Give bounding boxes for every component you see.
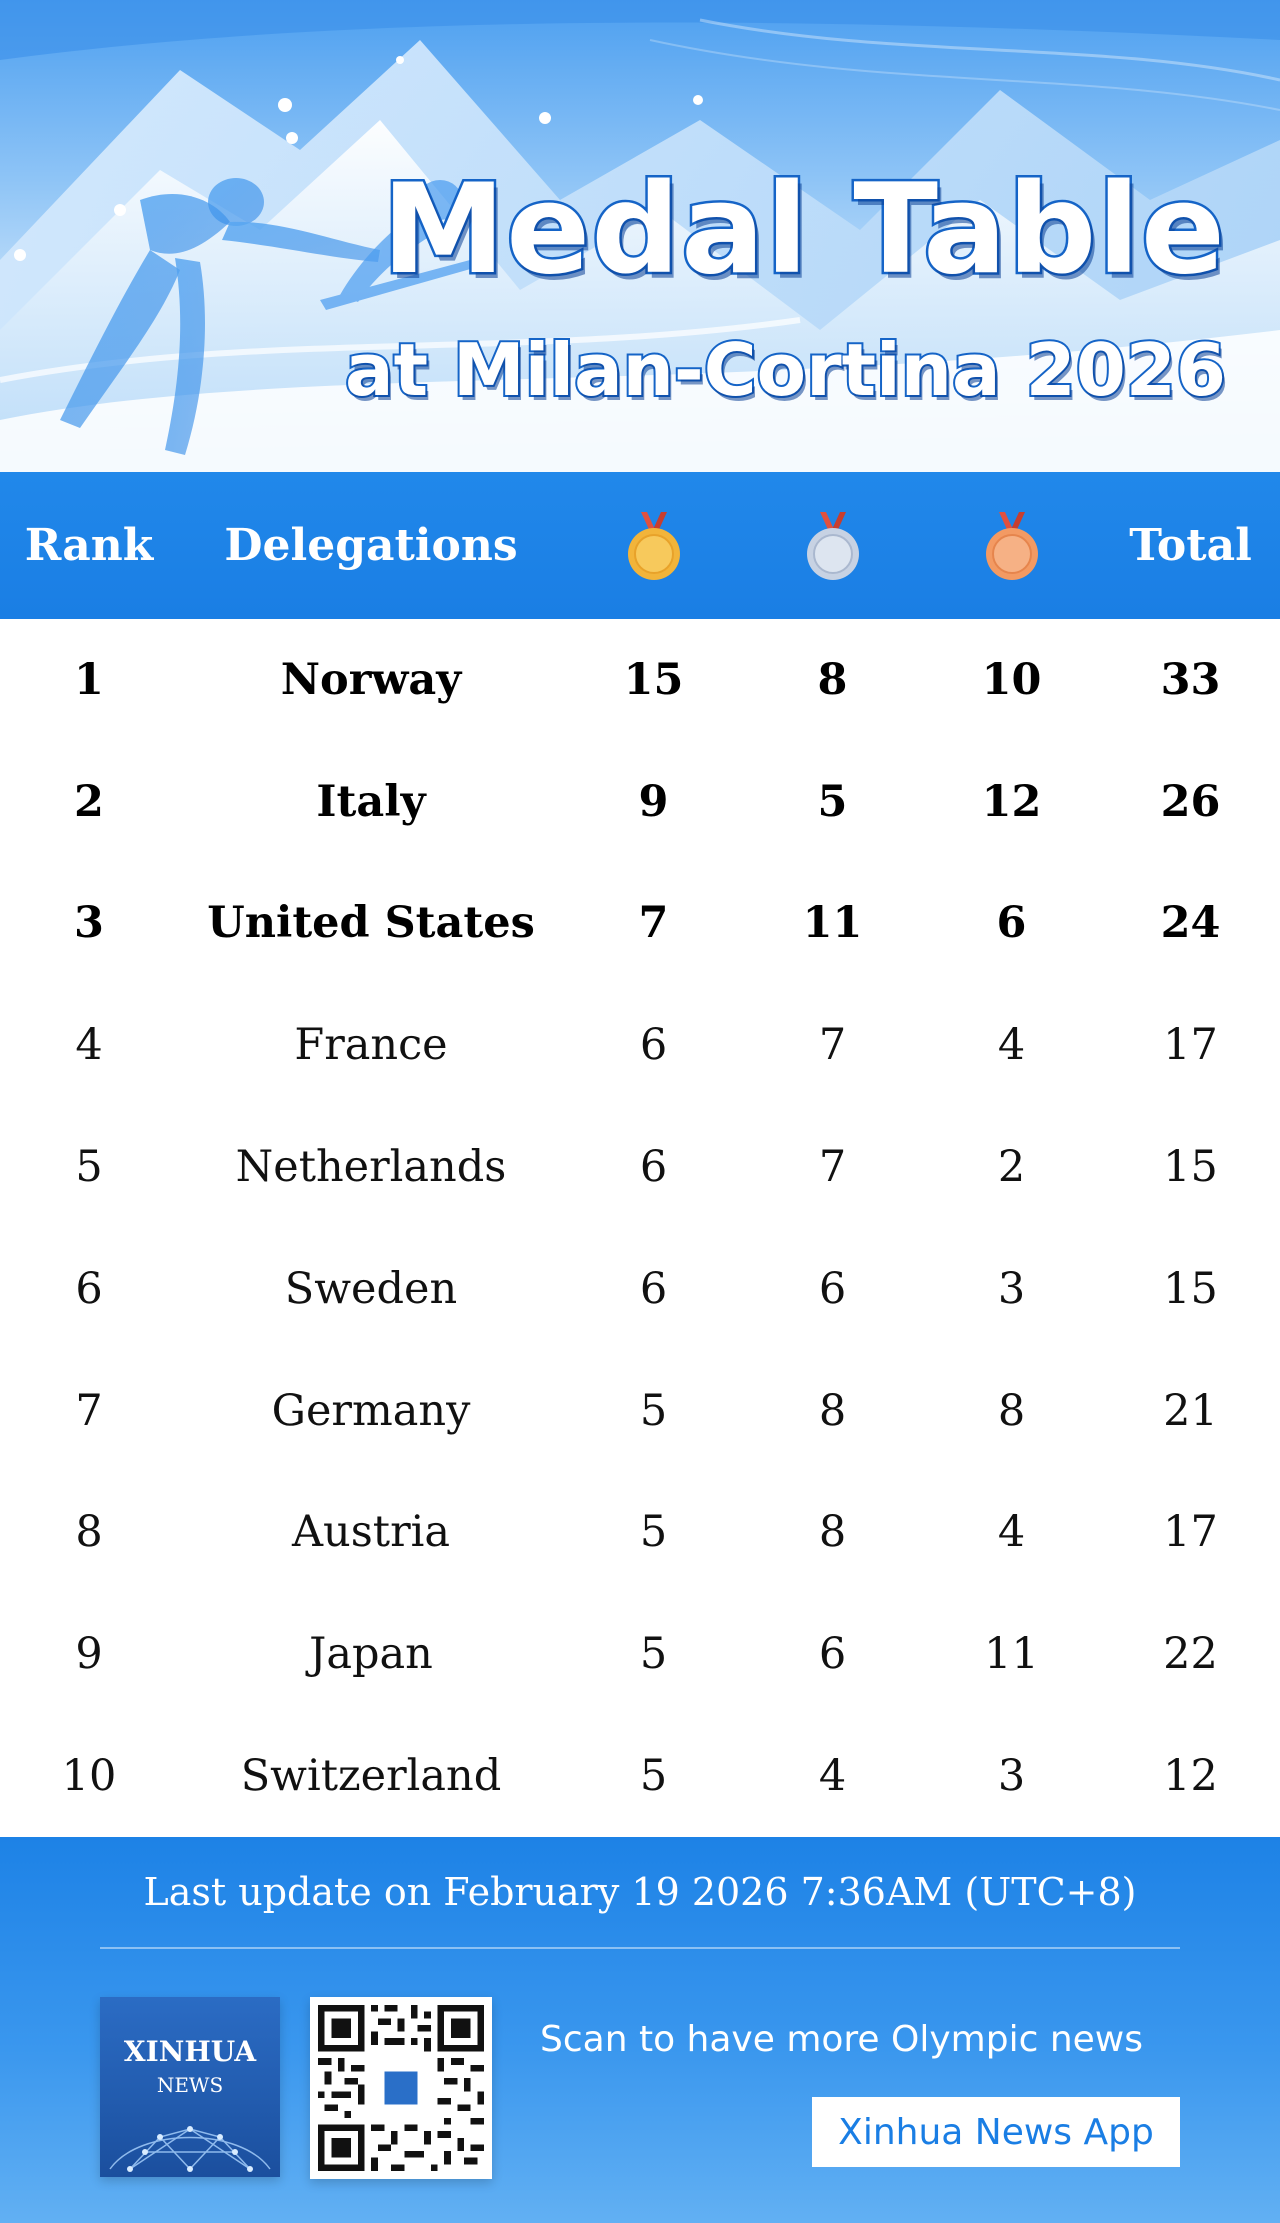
gold-cell: 5 [639, 1507, 668, 1558]
delegation-cell: Germany [271, 1385, 471, 1436]
total-cell: 22 [1163, 1629, 1218, 1680]
table-row: 9 Japan 5 6 11 22 [0, 1593, 1280, 1715]
column-header-rank: Rank [24, 520, 154, 571]
rank-cell: 6 [75, 1263, 103, 1314]
column-header-gold [564, 472, 743, 619]
xinhua-news-app-button[interactable]: Xinhua News App [812, 2097, 1180, 2167]
bronze-cell: 4 [997, 1507, 1026, 1558]
total-cell: 15 [1163, 1142, 1218, 1193]
qr-code[interactable] [310, 1997, 492, 2179]
total-cell: 21 [1163, 1385, 1218, 1436]
winter-sports-illustration [0, 0, 1280, 472]
column-header-total: Total [1129, 520, 1252, 571]
total-cell: 26 [1160, 776, 1221, 827]
silver-cell: 8 [817, 654, 848, 705]
logo-name-text: XINHUA [123, 2035, 257, 2068]
gold-medal-icon [627, 511, 680, 580]
rank-cell: 5 [75, 1142, 103, 1193]
delegation-cell: Norway [280, 654, 462, 705]
silver-cell: 6 [818, 1629, 847, 1680]
table-row: 4 France 6 7 4 17 [0, 984, 1280, 1106]
rank-cell: 7 [75, 1385, 103, 1436]
footer-divider [100, 1947, 1180, 1949]
delegation-cell: Italy [316, 776, 426, 827]
silver-cell: 8 [818, 1385, 847, 1436]
table-header: Rank Delegations [0, 472, 1280, 619]
bronze-cell: 11 [984, 1629, 1039, 1680]
gold-cell: 5 [639, 1629, 668, 1680]
total-cell: 17 [1163, 1020, 1218, 1071]
bronze-cell: 12 [981, 776, 1042, 827]
delegation-cell: France [294, 1020, 448, 1071]
total-cell: 24 [1160, 898, 1221, 949]
gold-cell: 6 [639, 1263, 668, 1314]
total-cell: 17 [1163, 1507, 1218, 1558]
hero-banner: Medal Table at Milan-Cortina 2026 [0, 0, 1280, 472]
rank-cell: 3 [74, 898, 104, 949]
delegation-cell: Netherlands [235, 1142, 507, 1193]
qr-code-icon [318, 2005, 484, 2171]
logo-sub-text: NEWS [156, 2073, 224, 2097]
delegation-cell: Japan [309, 1629, 433, 1680]
delegation-cell: Austria [291, 1507, 451, 1558]
gold-cell: 5 [639, 1385, 668, 1436]
table-row: 8 Austria 5 8 4 17 [0, 1472, 1280, 1594]
table-row: 7 Germany 5 8 8 21 [0, 1350, 1280, 1472]
column-header-delegations: Delegations [224, 520, 518, 571]
bronze-cell: 3 [997, 1751, 1026, 1802]
bronze-cell: 2 [997, 1142, 1026, 1193]
delegation-cell: Switzerland [240, 1751, 502, 1802]
rank-cell: 9 [75, 1629, 103, 1680]
table-row: 2 Italy 9 5 12 26 [0, 741, 1280, 863]
network-globe-icon [109, 2126, 271, 2172]
rank-cell: 8 [75, 1507, 103, 1558]
gold-cell: 6 [639, 1020, 668, 1071]
silver-cell: 8 [818, 1507, 847, 1558]
bronze-cell: 4 [997, 1020, 1026, 1071]
silver-cell: 6 [818, 1263, 847, 1314]
total-cell: 33 [1160, 654, 1221, 705]
column-header-silver [743, 472, 922, 619]
silver-cell: 11 [802, 898, 863, 949]
rank-cell: 10 [61, 1751, 117, 1802]
silver-medal-icon [806, 511, 859, 580]
bronze-medal-icon [985, 511, 1038, 580]
delegation-cell: United States [207, 898, 535, 949]
bronze-cell: 10 [981, 654, 1042, 705]
table-row: 3 United States 7 11 6 24 [0, 863, 1280, 985]
scan-prompt-text: Scan to have more Olympic news [540, 2019, 1143, 2060]
rank-cell: 1 [74, 654, 104, 705]
column-header-bronze [922, 472, 1101, 619]
table-row: 10 Switzerland 5 4 3 12 [0, 1715, 1280, 1837]
bronze-cell: 6 [996, 898, 1027, 949]
table-row: 1 Norway 15 8 10 33 [0, 619, 1280, 741]
rank-cell: 4 [75, 1020, 103, 1071]
page-title: Medal Table [379, 158, 1227, 302]
medal-table-body: 1 Norway 15 8 10 33 2 Italy 9 5 12 26 3 … [0, 619, 1280, 1837]
delegation-cell: Sweden [284, 1263, 458, 1314]
xinhua-news-logo[interactable]: XINHUA NEWS [100, 1997, 280, 2177]
table-row: 5 Netherlands 6 7 2 15 [0, 1106, 1280, 1228]
silver-cell: 7 [818, 1020, 847, 1071]
total-cell: 15 [1163, 1263, 1218, 1314]
silver-cell: 7 [818, 1142, 847, 1193]
bronze-cell: 8 [997, 1385, 1026, 1436]
gold-cell: 6 [639, 1142, 668, 1193]
silver-cell: 5 [817, 776, 848, 827]
gold-cell: 15 [623, 654, 684, 705]
silver-cell: 4 [818, 1751, 847, 1802]
footer: Last update on February 19 2026 7:36AM (… [0, 1837, 1280, 2223]
last-update-text: Last update on February 19 2026 7:36AM (… [143, 1870, 1137, 1914]
rank-cell: 2 [74, 776, 104, 827]
gold-cell: 5 [639, 1751, 668, 1802]
gold-cell: 9 [638, 776, 669, 827]
table-row: 6 Sweden 6 6 3 15 [0, 1228, 1280, 1350]
gold-cell: 7 [638, 898, 669, 949]
total-cell: 12 [1163, 1751, 1218, 1802]
bronze-cell: 3 [997, 1263, 1026, 1314]
page-subtitle: at Milan-Cortina 2026 [343, 328, 1228, 412]
